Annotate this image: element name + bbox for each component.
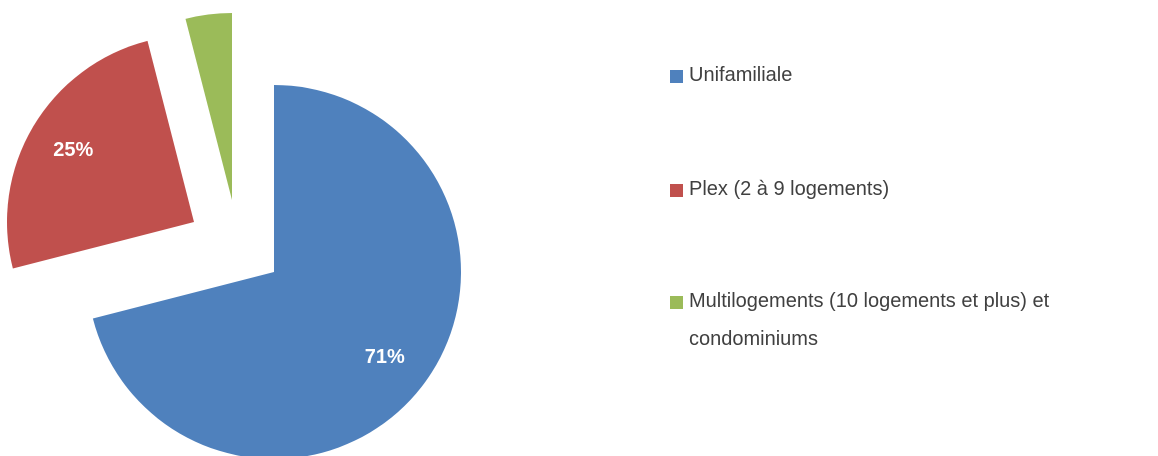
pie-slice <box>185 13 232 200</box>
legend-line: Plex (2 à 9 logements) <box>689 178 889 200</box>
legend-line: Multilogements (10 logements et plus) et <box>689 290 1050 312</box>
legend-swatch <box>670 70 683 83</box>
pie-slice <box>92 85 461 456</box>
legend-swatch <box>670 184 683 197</box>
legend-label: Unifamiliale <box>689 64 792 86</box>
legend-label: Plex (2 à 9 logements) <box>689 178 889 200</box>
legend-line: condominiums <box>689 328 818 350</box>
legend-line: Unifamiliale <box>689 64 792 86</box>
pie-slice <box>6 40 195 269</box>
data-label: 71% <box>365 346 405 368</box>
legend-label: Multilogements (10 logements et plus) et… <box>689 290 1050 350</box>
legend-swatch <box>670 296 683 309</box>
data-label: 25% <box>53 139 93 161</box>
